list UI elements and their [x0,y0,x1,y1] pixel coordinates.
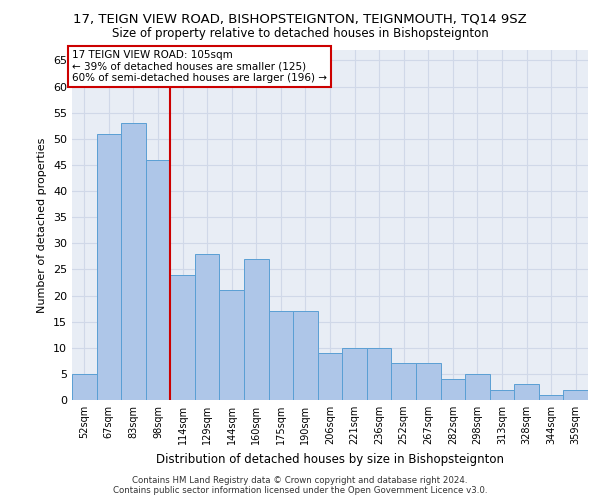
Text: Contains HM Land Registry data © Crown copyright and database right 2024.
Contai: Contains HM Land Registry data © Crown c… [113,476,487,495]
Text: 17, TEIGN VIEW ROAD, BISHOPSTEIGNTON, TEIGNMOUTH, TQ14 9SZ: 17, TEIGN VIEW ROAD, BISHOPSTEIGNTON, TE… [73,12,527,26]
Bar [121,123,146,400]
Bar [318,353,342,400]
Bar [416,364,440,400]
Bar [293,311,318,400]
Bar [367,348,391,400]
Bar [440,379,465,400]
X-axis label: Distribution of detached houses by size in Bishopsteignton: Distribution of detached houses by size … [156,452,504,466]
Bar [490,390,514,400]
Bar [244,259,269,400]
Bar [539,395,563,400]
Bar [97,134,121,400]
Bar [514,384,539,400]
Text: 17 TEIGN VIEW ROAD: 105sqm
← 39% of detached houses are smaller (125)
60% of sem: 17 TEIGN VIEW ROAD: 105sqm ← 39% of deta… [72,50,327,83]
Bar [563,390,588,400]
Bar [72,374,97,400]
Bar [195,254,220,400]
Bar [269,311,293,400]
Bar [391,364,416,400]
Y-axis label: Number of detached properties: Number of detached properties [37,138,47,312]
Bar [220,290,244,400]
Bar [146,160,170,400]
Bar [342,348,367,400]
Bar [170,274,195,400]
Bar [465,374,490,400]
Text: Size of property relative to detached houses in Bishopsteignton: Size of property relative to detached ho… [112,28,488,40]
